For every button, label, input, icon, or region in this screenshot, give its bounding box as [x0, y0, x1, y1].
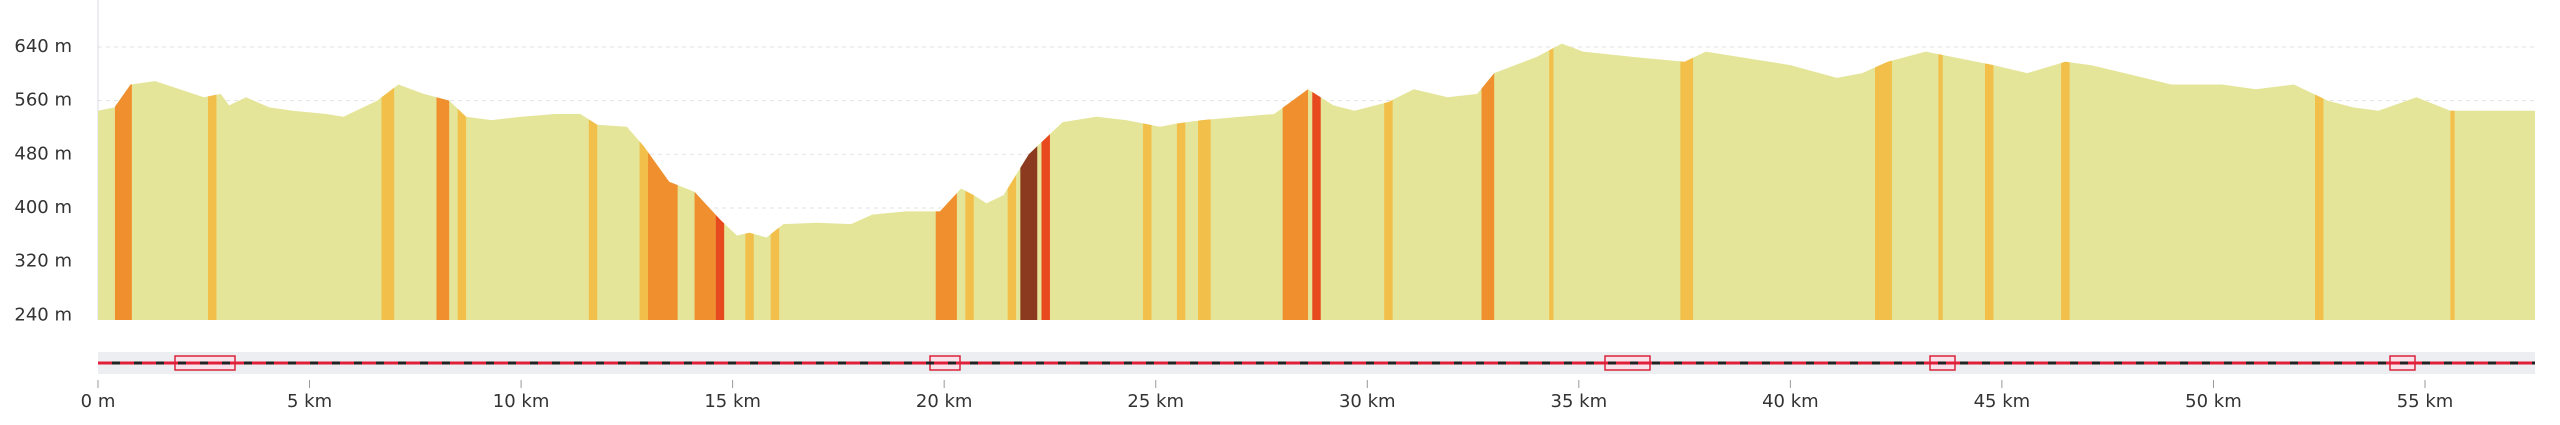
steep-band [1481, 43, 1495, 320]
steep-band [694, 43, 716, 320]
steep-band [1549, 43, 1554, 320]
x-tick-label: 30 km [1339, 391, 1396, 412]
x-tick-label: 40 km [1762, 391, 1819, 412]
steep-band [208, 43, 217, 320]
x-tick-label: 5 km [287, 391, 332, 412]
steep-band [715, 43, 725, 320]
x-tick-label: 0 m [81, 391, 116, 412]
steep-band [639, 43, 649, 320]
steep-band [1007, 43, 1017, 320]
steep-band [1176, 43, 1186, 320]
x-tick-label: 35 km [1551, 391, 1608, 412]
steep-band [2314, 43, 2324, 320]
steep-band [770, 43, 780, 320]
x-tick-label: 15 km [704, 391, 761, 412]
steep-band [1680, 43, 1694, 320]
steep-band [1384, 43, 1393, 320]
steep-band [457, 43, 467, 320]
steep-band [965, 43, 974, 320]
x-tick-label: 50 km [2185, 391, 2242, 412]
y-tick-label: 400 m [14, 197, 72, 218]
steep-band [1041, 43, 1050, 320]
y-tick-label: 320 m [14, 251, 72, 272]
y-tick-label: 240 m [14, 304, 72, 325]
steep-band [1312, 43, 1321, 320]
steep-band [648, 43, 678, 320]
steep-band [1938, 43, 1943, 320]
steep-band [1984, 43, 1994, 320]
y-tick-label: 480 m [14, 143, 72, 164]
steep-band [114, 43, 132, 320]
x-tick-label: 55 km [2397, 391, 2454, 412]
road-track [98, 352, 2535, 374]
steep-band [436, 43, 450, 320]
y-tick-label: 640 m [14, 36, 72, 57]
plot: 240 m 320 m 400 m 480 m 560 m 640 m 0 m 5 km 10 … [14, 0, 2535, 412]
steep-band [1020, 43, 1038, 320]
steep-band [588, 43, 598, 320]
steep-band [1198, 43, 1211, 320]
steep-band [2450, 43, 2455, 320]
x-tick-label: 45 km [1974, 391, 2031, 412]
steep-band [1282, 43, 1309, 320]
steep-band [1874, 43, 1892, 320]
steep-band [2061, 43, 2070, 320]
steep-band [745, 43, 754, 320]
x-tick-label: 10 km [493, 391, 550, 412]
steep-band [381, 43, 395, 320]
x-tick-label: 25 km [1127, 391, 1184, 412]
steep-band [1143, 43, 1152, 320]
steep-band [935, 43, 957, 320]
y-tick-label: 560 m [14, 90, 72, 111]
x-tick-label: 20 km [916, 391, 973, 412]
